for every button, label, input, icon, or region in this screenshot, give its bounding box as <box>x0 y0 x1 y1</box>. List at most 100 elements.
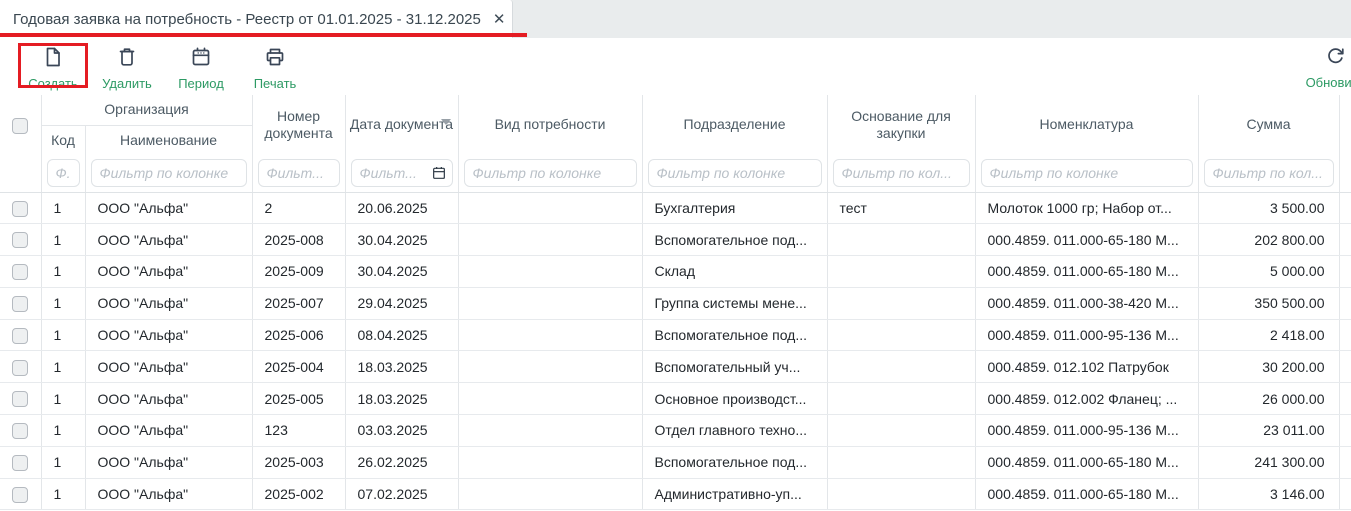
close-icon[interactable]: ✕ <box>492 11 506 28</box>
period-button[interactable]: Период <box>168 44 234 91</box>
cell-clipped <box>1339 414 1351 447</box>
filter-code-input[interactable] <box>46 159 80 188</box>
cell-doc-number: 2025-007 <box>252 287 346 320</box>
column-header-need-type[interactable]: Вид потребности <box>458 95 643 155</box>
cell-need-type <box>458 414 643 447</box>
column-header-doc-number[interactable]: Номер документа <box>252 95 346 155</box>
cell-clipped <box>1339 478 1351 511</box>
cell-organization-name: ООО "Альфа" <box>85 223 253 257</box>
cell-clipped <box>1339 382 1351 416</box>
period-button-label: Период <box>178 76 224 91</box>
row-checkbox[interactable] <box>12 486 29 503</box>
cell-need-type <box>458 223 643 257</box>
filter-clipped-cell <box>1339 155 1351 193</box>
cell-doc-date: 18.03.2025 <box>345 350 459 384</box>
cell-doc-number: 2025-005 <box>252 382 346 416</box>
refresh-button[interactable]: Обновить <box>1293 45 1351 90</box>
trash-icon <box>115 45 139 74</box>
create-button-label: Создать <box>28 76 78 91</box>
row-checkbox[interactable] <box>12 295 29 312</box>
table-row[interactable]: 1 ООО "Альфа" 2025-007 29.04.2025 Группа… <box>0 287 1351 320</box>
cell-need-type <box>458 287 643 320</box>
row-checkbox[interactable] <box>12 359 29 376</box>
cell-department: Группа системы мене... <box>642 287 828 320</box>
table-row[interactable]: 1 ООО "Альфа" 123 03.03.2025 Отдел главн… <box>0 414 1351 447</box>
cell-nomenclature: 000.4859. 011.000-65-180 М... <box>975 446 1199 479</box>
filter-need-type-input[interactable] <box>463 159 637 188</box>
cell-department: Административно-уп... <box>642 478 828 511</box>
filter-nomenclature-input[interactable] <box>980 159 1193 188</box>
cell-clipped <box>1339 192 1351 225</box>
cell-clipped <box>1339 287 1351 320</box>
cell-nomenclature: 000.4859. 011.000-95-136 М... <box>975 319 1199 352</box>
cell-organization-name: ООО "Альфа" <box>85 350 253 384</box>
column-header-name[interactable]: Наименование <box>85 125 253 155</box>
filter-amount-input[interactable] <box>1203 159 1334 188</box>
cell-amount: 241 300.00 <box>1198 446 1340 479</box>
cell-doc-number: 2025-008 <box>252 223 346 257</box>
registry-table: Организация Номер документа Дата докумен… <box>0 95 1351 511</box>
cell-doc-date: 08.04.2025 <box>345 319 459 352</box>
table-row[interactable]: 1 ООО "Альфа" 2025-002 07.02.2025 Админи… <box>0 478 1351 511</box>
column-header-purchase-basis[interactable]: Основание для закупки <box>827 95 976 155</box>
cell-need-type <box>458 192 643 225</box>
delete-button[interactable]: Удалить <box>94 44 160 91</box>
row-checkbox-cell <box>0 192 42 225</box>
toolbar: Создать Удалить Период Печать Обновить <box>0 38 1351 95</box>
table-row[interactable]: 1 ООО "Альфа" 2025-003 26.02.2025 Вспомо… <box>0 446 1351 479</box>
row-checkbox[interactable] <box>12 423 29 440</box>
cell-nomenclature: 000.4859. 011.000-38-420 М... <box>975 287 1199 320</box>
row-checkbox-cell <box>0 319 42 352</box>
row-checkbox[interactable] <box>12 264 29 281</box>
cell-purchase-basis <box>827 478 976 511</box>
cell-organization-name: ООО "Альфа" <box>85 287 253 320</box>
calendar-picker-icon[interactable] <box>431 165 447 181</box>
cell-code: 1 <box>41 319 86 352</box>
cell-purchase-basis <box>827 287 976 320</box>
row-checkbox[interactable] <box>12 327 29 344</box>
table-body: 1 ООО "Альфа" 2 20.06.2025 Бухгалтерия т… <box>0 192 1351 511</box>
filter-doc-number-input[interactable] <box>257 159 340 188</box>
print-button[interactable]: Печать <box>242 44 308 91</box>
cell-doc-number: 123 <box>252 414 346 447</box>
cell-purchase-basis <box>827 446 976 479</box>
cell-organization-name: ООО "Альфа" <box>85 192 253 225</box>
delete-button-label: Удалить <box>102 76 152 91</box>
cell-amount: 23 011.00 <box>1198 414 1340 447</box>
table-row[interactable]: 1 ООО "Альфа" 2025-008 30.04.2025 Вспомо… <box>0 223 1351 257</box>
cell-purchase-basis <box>827 223 976 257</box>
cell-need-type <box>458 478 643 511</box>
column-header-amount[interactable]: Сумма <box>1198 95 1340 155</box>
create-button[interactable]: Создать <box>20 44 86 91</box>
filter-department-input[interactable] <box>647 159 822 188</box>
refresh-button-label: Обновить <box>1305 75 1351 90</box>
table-row[interactable]: 1 ООО "Альфа" 2025-009 30.04.2025 Склад … <box>0 255 1351 288</box>
table-row[interactable]: 1 ООО "Альфа" 2025-006 08.04.2025 Вспомо… <box>0 319 1351 352</box>
row-checkbox[interactable] <box>12 200 29 217</box>
row-checkbox[interactable] <box>12 454 29 471</box>
table-row[interactable]: 1 ООО "Альфа" 2025-005 18.03.2025 Основн… <box>0 382 1351 416</box>
cell-clipped <box>1339 223 1351 257</box>
table-row[interactable]: 1 ООО "Альфа" 2 20.06.2025 Бухгалтерия т… <box>0 192 1351 225</box>
tab-annual-request[interactable]: Годовая заявка на потребность - Реестр о… <box>0 0 513 38</box>
cell-code: 1 <box>41 350 86 384</box>
row-checkbox[interactable] <box>12 391 29 408</box>
column-header-doc-date[interactable]: Дата документа <box>345 95 459 155</box>
filter-name-input[interactable] <box>90 159 247 188</box>
cell-nomenclature: 000.4859. 011.000-65-180 М... <box>975 223 1199 257</box>
cell-doc-number: 2025-003 <box>252 446 346 479</box>
filter-purchase-basis-input[interactable] <box>832 159 970 188</box>
filter-doc-date-input[interactable] <box>351 161 431 186</box>
cell-nomenclature: 000.4859. 011.000-65-180 М... <box>975 255 1199 288</box>
cell-doc-date: 30.04.2025 <box>345 255 459 288</box>
column-header-nomenclature[interactable]: Номенклатура <box>975 95 1199 155</box>
cell-clipped <box>1339 255 1351 288</box>
column-header-department[interactable]: Подразделение <box>642 95 828 155</box>
cell-amount: 350 500.00 <box>1198 287 1340 320</box>
row-checkbox[interactable] <box>12 232 29 249</box>
cell-amount: 2 418.00 <box>1198 319 1340 352</box>
cell-amount: 3 500.00 <box>1198 192 1340 225</box>
column-header-code[interactable]: Код <box>41 125 86 155</box>
select-all-checkbox[interactable] <box>12 117 29 134</box>
table-row[interactable]: 1 ООО "Альфа" 2025-004 18.03.2025 Вспомо… <box>0 350 1351 384</box>
